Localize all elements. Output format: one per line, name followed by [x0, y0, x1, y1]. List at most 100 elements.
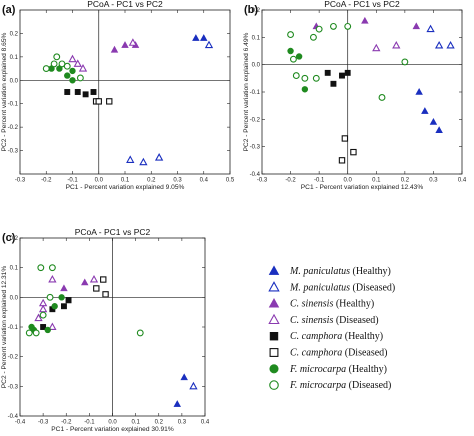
data-point	[324, 69, 331, 76]
data-point	[192, 34, 200, 41]
x-tick-label: -0.2	[41, 178, 52, 184]
data-point	[309, 33, 317, 41]
legend-entry: M. paniculatus (Diseased)	[289, 282, 395, 293]
y-tick-label: -0.1	[8, 102, 19, 108]
legend-species: F. microcarpa	[289, 380, 346, 391]
data-point	[200, 34, 208, 41]
data-point	[415, 87, 423, 95]
y-tick-label: -0.3	[8, 149, 19, 155]
legend-entry: C. sinensis (Diseased)	[290, 315, 379, 326]
x-axis-label: PC1 - Percent variation explained 9.05%	[66, 184, 185, 191]
x-tick-label: 0.0	[344, 178, 353, 184]
data-point	[90, 89, 97, 95]
legend-status: (Diseased)	[350, 282, 395, 293]
data-point	[289, 55, 297, 63]
legend-entry: F. microcarpa (Diseased)	[289, 380, 391, 391]
data-point	[76, 74, 84, 82]
data-point	[401, 58, 409, 66]
data-point	[361, 16, 369, 24]
data-point	[53, 53, 61, 61]
legend-marker	[269, 380, 279, 390]
data-point	[392, 40, 401, 49]
panel-b: (b) PCoA - PC1 vs PC2 -0.3 -0.2 -0.1 0.0 0.1 0.…	[243, 0, 467, 191]
data-point	[189, 381, 198, 390]
legend-species: C. camphora	[290, 348, 342, 359]
data-point	[287, 31, 295, 39]
y-tick-label: -0.3	[250, 145, 261, 151]
data-point	[64, 72, 71, 79]
x-tick-label: -0.4	[15, 420, 26, 426]
x-tick-label: 0.2	[401, 178, 410, 184]
legend-entry: F. microcarpa (Healthy)	[289, 364, 387, 375]
data-point	[180, 373, 188, 381]
x-tick-label: 0.3	[178, 420, 187, 426]
data-point	[446, 40, 455, 49]
legend-marker	[269, 364, 279, 374]
y-tick-label: -0.2	[250, 117, 261, 123]
legend-species: F. microcarpa	[289, 364, 346, 375]
x-tick-label: 0.5	[226, 178, 235, 184]
data-point	[421, 107, 429, 114]
data-point	[89, 274, 99, 283]
data-point	[44, 326, 51, 334]
data-point	[106, 98, 113, 105]
x-axis-label: PC1 - Percent variation explained 12.43%	[301, 184, 424, 191]
data-point	[426, 24, 435, 33]
y-axis-label: PC2 - Percent variation explained 6.49%	[243, 32, 250, 151]
data-point	[110, 45, 119, 53]
data-point	[48, 322, 57, 331]
legend-marker	[269, 331, 279, 341]
y-tick-label: 0.1	[252, 35, 261, 41]
data-point	[60, 303, 67, 310]
panel-c: (c) PCoA - PC1 vs PC2 -0.4 -0.3 -0.2 -0.1 0.0 0…	[1, 227, 210, 433]
data-point	[429, 118, 438, 125]
x-tick-label: 0.4	[458, 178, 467, 184]
data-point	[292, 72, 300, 80]
x-tick-label: -0.1	[67, 178, 78, 184]
legend-status: (Healthy)	[342, 331, 383, 342]
data-point	[42, 65, 50, 73]
y-tick-label: -0.2	[8, 125, 19, 131]
legend-species: M. paniculatus	[289, 282, 350, 293]
x-tick-label: 0.2	[147, 178, 156, 184]
data-point	[154, 153, 164, 161]
x-tick-label: 0.4	[200, 178, 209, 184]
data-point	[173, 400, 181, 407]
data-point	[68, 54, 77, 63]
legend-status: (Healthy)	[346, 364, 387, 375]
data-point	[81, 278, 89, 286]
x-tick-label: 0.3	[429, 178, 438, 184]
data-point	[82, 91, 89, 98]
data-point	[287, 47, 294, 55]
panel-label: (b)	[244, 4, 258, 16]
data-point	[69, 77, 76, 84]
legend-status: (Healthy)	[333, 299, 374, 310]
y-tick-label: 0.2	[10, 236, 19, 242]
legend-entry: M. paniculatus (Healthy)	[289, 266, 391, 277]
data-point	[34, 313, 43, 322]
data-point	[341, 135, 349, 142]
y-tick-label: 0.1	[10, 266, 19, 272]
y-tick-label: -0.1	[8, 325, 19, 331]
data-point	[295, 53, 303, 60]
data-point	[51, 303, 58, 310]
data-point	[28, 323, 35, 331]
panel-label: (a)	[2, 4, 16, 16]
legend-status: (Healthy)	[350, 266, 391, 277]
x-tick-label: 0.2	[155, 420, 164, 426]
data-point	[350, 148, 357, 156]
y-tick-label: 0.2	[10, 31, 19, 37]
y-tick-label: -0.4	[250, 172, 261, 178]
y-tick-label: -0.3	[8, 384, 19, 390]
legend-species: M. paniculatus	[289, 266, 350, 277]
panel-label: (c)	[2, 232, 16, 244]
legend-marker	[268, 265, 280, 275]
data-point	[32, 329, 40, 337]
data-point	[78, 64, 88, 72]
data-point	[60, 284, 68, 292]
y-tick-label: -0.2	[8, 355, 19, 361]
y-tick-label: -0.1	[250, 90, 261, 96]
data-point	[434, 40, 444, 49]
legend-entry: C. camphora (Diseased)	[290, 348, 388, 359]
